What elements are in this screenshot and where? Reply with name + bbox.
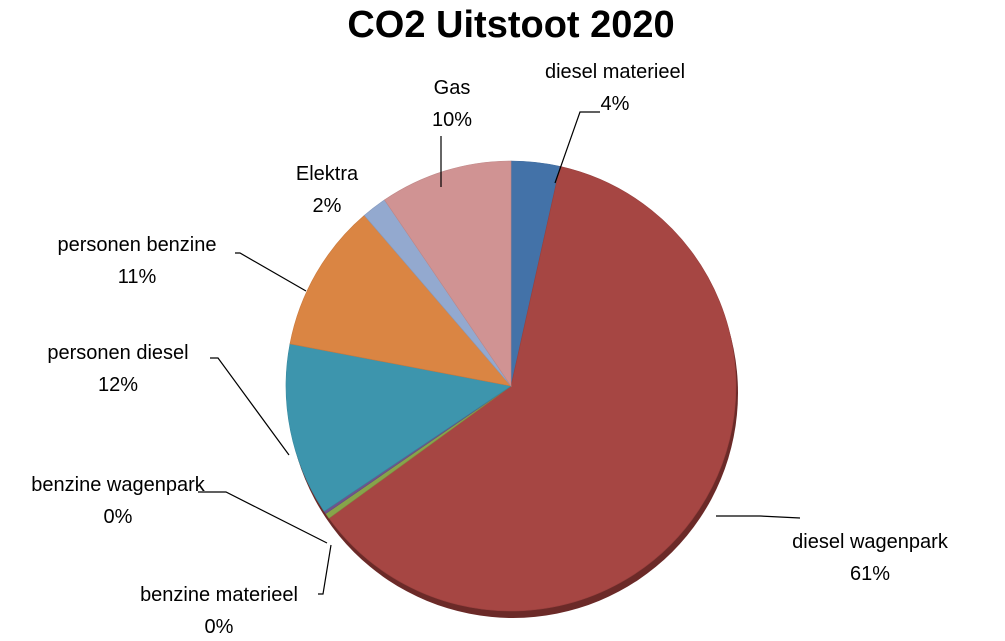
slice-percent-benzine-wagenpark: 0%: [104, 506, 133, 528]
chart-title: CO2 Uitstoot 2020: [347, 4, 674, 46]
slice-labels: diesel materieel 4% diesel wagenpark 61% ben…: [31, 61, 949, 638]
slice-label-diesel-materieel: diesel materieel: [545, 61, 685, 83]
slice-percent-diesel-wagenpark: 61%: [850, 563, 890, 585]
slice-percent-elektra: 2%: [313, 195, 342, 217]
slice-percent-personen-benzine: 11%: [118, 266, 157, 288]
pie-slice-personen-diesel: [285, 343, 512, 512]
leader-line-diesel-wagenpark: [716, 515, 801, 519]
slice-percent-benzine-materieel: 0%: [205, 616, 234, 636]
slice-label-diesel-wagenpark: diesel wagenpark: [792, 531, 949, 553]
slice-label-benzine-wagenpark: benzine wagenpark: [31, 474, 205, 496]
leader-lines: [198, 111, 801, 595]
slice-label-elektra: Elektra: [296, 163, 359, 185]
slice-label-benzine-materieel: benzine materieel: [140, 584, 298, 606]
pie-slice-diesel-wagenpark: [328, 166, 737, 612]
slice-percent-gas: 10%: [432, 109, 472, 131]
leader-line-diesel-materieel: [554, 111, 600, 184]
slice-label-gas: Gas: [434, 77, 471, 99]
pie-slice-gas: [384, 160, 512, 387]
slice-percent-personen-diesel: 12%: [98, 374, 138, 396]
leader-line-personen-benzine: [235, 252, 307, 292]
leader-line-personen-diesel: [210, 357, 290, 456]
pie-slice-personen-benzine: [289, 214, 512, 387]
pie-slices: [285, 160, 737, 612]
slice-label-personen-benzine: personen benzine: [57, 234, 216, 256]
slice-percent-diesel-materieel: 4%: [601, 93, 630, 115]
slice-label-personen-diesel: personen diesel: [47, 342, 188, 364]
leader-line-benzine-wagenpark: [198, 491, 328, 544]
leader-line-benzine-materieel: [318, 544, 332, 595]
